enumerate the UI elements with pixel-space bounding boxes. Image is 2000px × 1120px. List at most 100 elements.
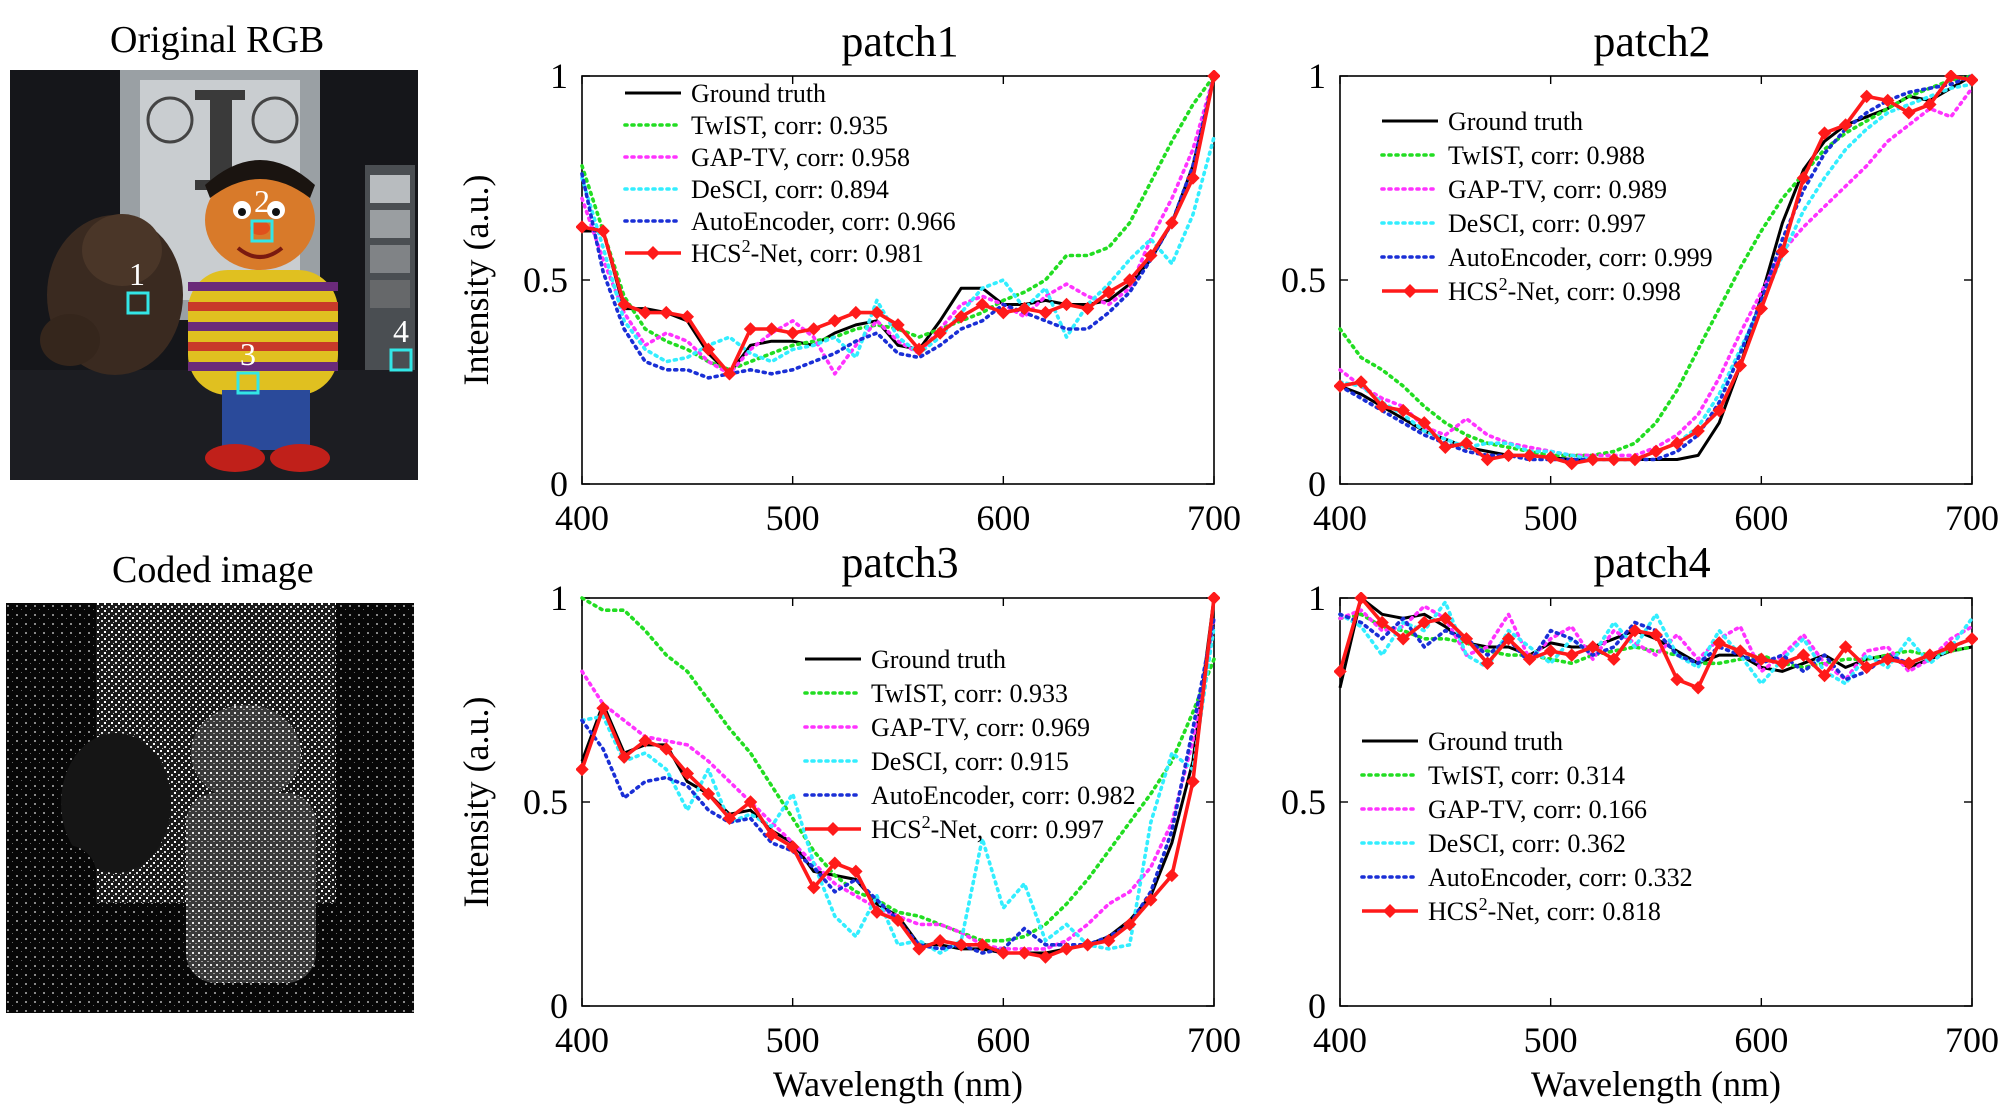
y-tick-label: 0.5 (523, 260, 568, 300)
chart-title: patch2 (1593, 17, 1710, 66)
data-point-hcs2-net (722, 367, 737, 381)
data-point-hcs2-net (1817, 126, 1832, 140)
data-point-hcs2-net (1902, 106, 1916, 120)
data-point-hcs2-net (1354, 592, 1368, 605)
data-point-hcs2-net (1396, 403, 1410, 418)
data-point-hcs2-net (954, 310, 968, 324)
legend-marker-hcs2-net (1383, 904, 1397, 918)
x-tick-label: 600 (1734, 498, 1788, 538)
data-point-hcs2-net (1796, 648, 1811, 662)
data-point-hcs2-net (1186, 171, 1200, 185)
original-rgb-title: Original RGB (110, 19, 325, 61)
data-point-hcs2-net (1628, 452, 1642, 467)
x-tick-label: 400 (555, 1020, 609, 1060)
data-point-hcs2-net (891, 913, 905, 928)
series-line-gap-tv (580, 74, 1216, 376)
data-point-hcs2-net (596, 224, 610, 238)
data-point-hcs2-net (1038, 950, 1053, 964)
data-point-hcs2-net (1080, 301, 1095, 316)
data-point-hcs2-net (996, 305, 1011, 320)
legend-label-desci: DeSCI, corr: 0.894 (691, 175, 889, 204)
x-tick-label: 700 (1945, 1020, 1999, 1060)
y-tick-label: 0.5 (1281, 782, 1326, 822)
chart-title: patch1 (841, 17, 958, 66)
data-point-hcs2-net (1838, 640, 1853, 654)
legend-label-autoencoder: AutoEncoder, corr: 0.982 (871, 781, 1136, 810)
data-point-hcs2-net (764, 827, 779, 842)
data-point-hcs2-net (1101, 934, 1116, 948)
legend-label-desci: DeSCI, corr: 0.997 (1448, 209, 1646, 238)
legend-label-ground-truth: Ground truth (1448, 107, 1583, 136)
data-point-hcs2-net (701, 787, 716, 801)
y-axis-label: Intensity (a.u.) (456, 697, 496, 908)
legend-label-desci: DeSCI, corr: 0.362 (1428, 829, 1626, 858)
data-point-hcs2-net (1902, 656, 1916, 670)
patch-label-1: 1 (129, 256, 145, 292)
series-line-desci (1338, 600, 1974, 686)
data-point-hcs2-net (912, 942, 926, 956)
data-point-hcs2-net (1059, 942, 1074, 956)
data-point-hcs2-net (1838, 118, 1853, 132)
data-point-hcs2-net (1459, 632, 1474, 646)
legend-label-ground-truth: Ground truth (691, 79, 826, 108)
chart-title: patch3 (841, 538, 958, 587)
data-point-hcs2-net (828, 314, 842, 328)
legend-label-twist: TwIST, corr: 0.935 (691, 111, 888, 140)
data-point-hcs2-net (1965, 632, 1978, 646)
x-tick-label: 700 (1187, 1020, 1241, 1060)
data-point-hcs2-net (1944, 640, 1958, 654)
data-point-hcs2-net (954, 938, 968, 952)
series-group (576, 592, 1220, 964)
y-tick-label: 0.5 (523, 782, 568, 822)
data-point-hcs2-net (764, 322, 779, 336)
data-point-hcs2-net (576, 220, 589, 234)
data-point-hcs2-net (1923, 648, 1937, 662)
x-tick-label: 400 (1313, 498, 1367, 538)
data-point-hcs2-net (1607, 452, 1621, 467)
data-point-hcs2-net (1334, 379, 1347, 393)
data-point-hcs2-net (975, 297, 989, 312)
data-point-hcs2-net (933, 934, 947, 948)
legend-label-desci: DeSCI, corr: 0.915 (871, 747, 1069, 776)
data-point-hcs2-net (1123, 273, 1137, 287)
data-point-hcs2-net (828, 856, 842, 870)
data-point-hcs2-net (1438, 440, 1453, 454)
data-point-hcs2-net (1375, 615, 1389, 630)
data-point-hcs2-net (1522, 448, 1537, 463)
legend-label-gap-tv: GAP-TV, corr: 0.969 (871, 713, 1090, 742)
series-group (1334, 592, 1978, 695)
legend-label-ground-truth: Ground truth (1428, 727, 1563, 756)
x-tick-label: 500 (1524, 1020, 1578, 1060)
data-point-hcs2-net (596, 701, 610, 715)
data-point-hcs2-net (1944, 70, 1958, 83)
data-point-hcs2-net (1480, 452, 1495, 467)
legend-label-twist: TwIST, corr: 0.314 (1428, 761, 1625, 790)
legend-label-autoencoder: AutoEncoder, corr: 0.999 (1448, 243, 1713, 272)
data-point-hcs2-net (785, 326, 800, 340)
y-tick-label: 0 (550, 986, 568, 1026)
patch-label-4: 4 (393, 313, 409, 349)
data-point-hcs2-net (1543, 644, 1558, 658)
data-point-hcs2-net (1459, 436, 1474, 450)
data-point-hcs2-net (680, 310, 695, 324)
legend-label-hcs2-net: HCS2-Net, corr: 0.981 (691, 236, 924, 268)
series-line-twist (1338, 74, 1974, 458)
data-point-hcs2-net (1101, 285, 1116, 299)
legend-label-autoencoder: AutoEncoder, corr: 0.332 (1428, 863, 1693, 892)
x-tick-label: 400 (1313, 1020, 1367, 1060)
chart-patch1: 400 500 600 700 0 0.5 1 patch1 Intensity (a.u.) G… (456, 17, 1241, 538)
chart-patch3: 400 500 600 700 0 0.5 1 patch3 Intensity (a.u.) W… (456, 538, 1241, 1104)
data-point-hcs2-net (1733, 644, 1747, 658)
chart-title: patch4 (1593, 538, 1710, 587)
data-point-hcs2-net (807, 880, 821, 895)
y-tick-label: 1 (550, 578, 568, 618)
data-point-hcs2-net (1586, 640, 1600, 654)
plot-area-panel-1 (581, 75, 1215, 485)
data-point-hcs2-net (722, 811, 737, 826)
y-axis-label: Intensity (a.u.) (456, 175, 496, 386)
y-tick-label: 1 (550, 56, 568, 96)
coded-image-title: Coded image (112, 549, 314, 591)
x-tick-label: 500 (766, 1020, 820, 1060)
data-point-hcs2-net (1080, 938, 1095, 952)
data-point-hcs2-net (617, 297, 631, 312)
